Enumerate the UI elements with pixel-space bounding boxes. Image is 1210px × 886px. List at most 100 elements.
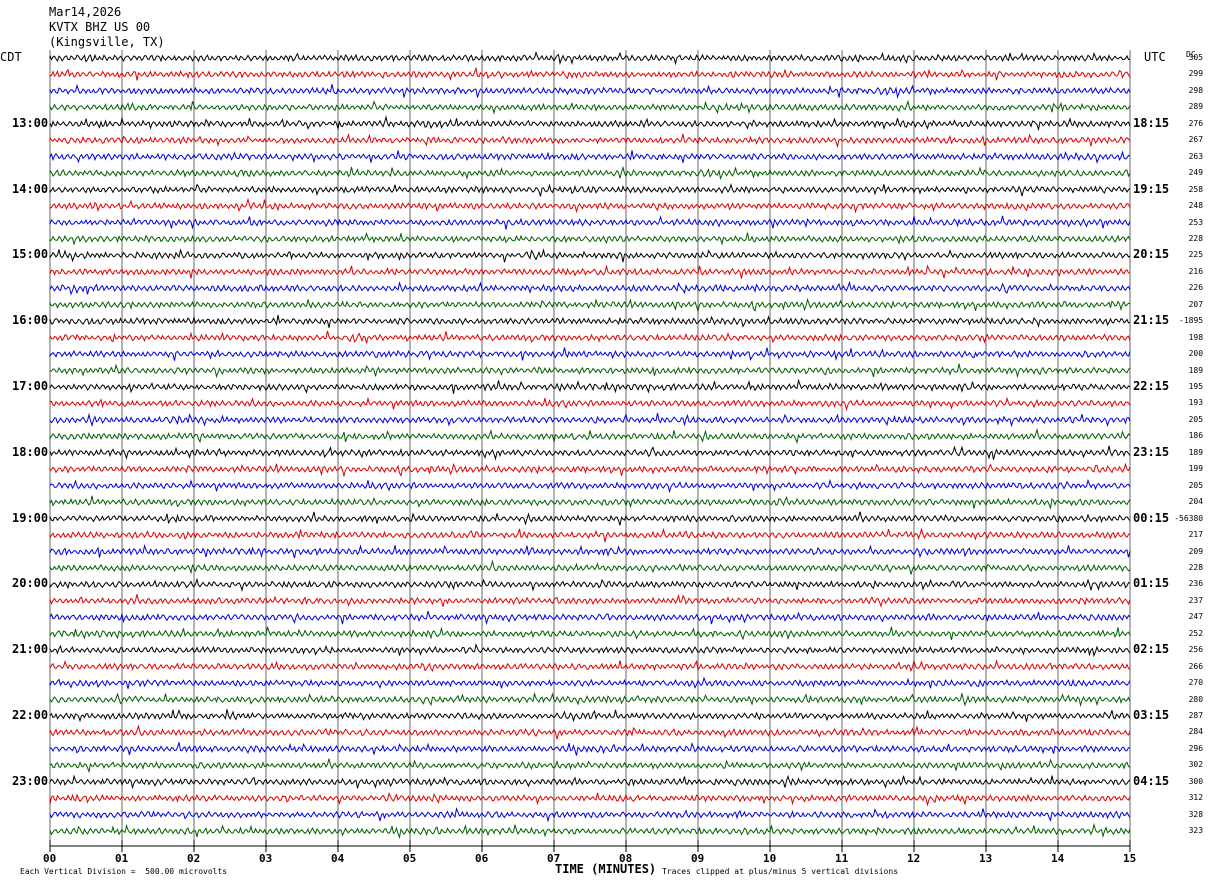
x-tick-label: 08 bbox=[619, 852, 633, 865]
trace-row bbox=[49, 297, 1131, 314]
trace-row bbox=[49, 248, 1131, 263]
trace-row bbox=[49, 495, 1131, 510]
cdt-hour-label: 22:00 bbox=[12, 708, 49, 722]
dc-offset-label: 226 bbox=[1188, 283, 1204, 293]
dc-offset-label: 296 bbox=[1188, 743, 1204, 753]
dc-offset-label: 270 bbox=[1188, 678, 1204, 688]
trace-row bbox=[49, 478, 1131, 494]
dc-offset-label: 228 bbox=[1188, 233, 1204, 243]
dc-offset-label: 252 bbox=[1188, 628, 1204, 638]
cdt-hour-label: 19:00 bbox=[12, 510, 49, 525]
trace-row bbox=[49, 215, 1131, 230]
dc-offset-label: 298 bbox=[1188, 85, 1204, 95]
trace-row bbox=[49, 314, 1131, 328]
x-tick-label: 06 bbox=[475, 852, 489, 865]
dc-offset-label: 207 bbox=[1188, 299, 1204, 309]
cdt-hour-label: 17:00 bbox=[12, 379, 49, 393]
trace-row bbox=[49, 182, 1131, 197]
trace-row bbox=[49, 610, 1131, 626]
trace-row bbox=[49, 593, 1131, 608]
cdt-hour-label: 13:00 bbox=[12, 115, 49, 130]
dc-offset-label: -56380 bbox=[1174, 513, 1204, 523]
dc-offset-label: 216 bbox=[1188, 266, 1204, 276]
x-tick-label: 10 bbox=[763, 852, 777, 865]
cdt-hour-label: 23:00 bbox=[12, 773, 49, 788]
trace-row bbox=[49, 741, 1131, 756]
dc-offset-label: 328 bbox=[1188, 809, 1204, 819]
trace-row bbox=[49, 626, 1131, 641]
dc-offset-label: 217 bbox=[1188, 530, 1204, 540]
dc-offset-label: 305 bbox=[1188, 53, 1204, 62]
dc-offset-label: 225 bbox=[1188, 250, 1204, 260]
trace-row bbox=[49, 115, 1131, 132]
plot-date: Mar14,2026 bbox=[49, 5, 122, 19]
trace-row bbox=[49, 51, 1131, 66]
dc-column-header: DC bbox=[1186, 50, 1196, 59]
station-location: (Kingsville, TX) bbox=[49, 35, 165, 49]
trace-row bbox=[49, 758, 1131, 774]
x-tick-label: 14 bbox=[1051, 852, 1065, 865]
dc-offset-label: 300 bbox=[1188, 776, 1204, 786]
dc-offset-label: 199 bbox=[1188, 464, 1204, 474]
dc-offset-label: 247 bbox=[1188, 612, 1204, 622]
utc-hour-label: 00:15 bbox=[1133, 510, 1170, 525]
x-tick-label: 02 bbox=[187, 852, 201, 865]
clip-note: Traces clipped at plus/minus 5 vertical … bbox=[662, 867, 899, 876]
x-tick-label: 03 bbox=[259, 852, 273, 865]
utc-hour-label: 18:15 bbox=[1133, 115, 1170, 130]
x-tick-label: 07 bbox=[547, 852, 561, 865]
cdt-hour-label: 14:00 bbox=[12, 181, 49, 196]
trace-row bbox=[49, 231, 1131, 246]
x-tick-label: 00 bbox=[43, 852, 57, 865]
utc-hour-label: 21:15 bbox=[1133, 313, 1170, 328]
x-axis-title: TIME (MINUTES) bbox=[555, 862, 657, 876]
x-tick-label: 09 bbox=[691, 852, 705, 865]
dc-offset-label: 287 bbox=[1188, 711, 1204, 720]
cdt-hour-label: 20:00 bbox=[12, 576, 49, 591]
trace-row bbox=[49, 527, 1131, 543]
trace-row bbox=[49, 412, 1131, 428]
dc-offset-label: -1895 bbox=[1179, 316, 1204, 326]
cdt-hour-label: 21:00 bbox=[12, 642, 49, 657]
trace-row bbox=[49, 822, 1131, 839]
dc-offset-label: 258 bbox=[1188, 184, 1204, 194]
trace-row bbox=[49, 396, 1131, 412]
dc-offset-label: 284 bbox=[1188, 727, 1204, 737]
dc-offset-label: 312 bbox=[1188, 793, 1204, 803]
left-timezone-label: CDT bbox=[0, 50, 22, 64]
trace-row bbox=[49, 676, 1131, 690]
x-tick-label: 05 bbox=[403, 852, 417, 865]
x-tick-label: 13 bbox=[979, 852, 993, 865]
dc-offset-label: 263 bbox=[1188, 151, 1204, 161]
dc-offset-label: 253 bbox=[1188, 217, 1204, 227]
scale-note: Each Vertical Division = 500.00 microvol… bbox=[20, 867, 228, 876]
utc-hour-label: 20:15 bbox=[1133, 247, 1170, 262]
trace-row bbox=[49, 445, 1131, 461]
x-tick-label: 01 bbox=[115, 852, 129, 865]
utc-hour-label: 22:15 bbox=[1133, 379, 1170, 393]
trace-row bbox=[49, 543, 1131, 559]
trace-row bbox=[49, 378, 1131, 394]
station-code: KVTX BHZ US 00 bbox=[49, 20, 151, 34]
dc-offset-label: 323 bbox=[1188, 826, 1204, 836]
trace-row bbox=[49, 774, 1131, 790]
dc-offset-label: 205 bbox=[1188, 480, 1204, 490]
trace-row bbox=[49, 724, 1131, 740]
trace-row bbox=[49, 330, 1131, 344]
trace-row bbox=[49, 691, 1131, 708]
dc-offset-label: 193 bbox=[1188, 398, 1204, 408]
trace-row bbox=[49, 427, 1131, 445]
dc-offset-label: 189 bbox=[1188, 365, 1204, 375]
dc-offset-label: 289 bbox=[1188, 102, 1204, 112]
dc-offset-label: 200 bbox=[1188, 349, 1204, 359]
x-tick-label: 11 bbox=[835, 852, 849, 865]
utc-hour-label: 23:15 bbox=[1133, 444, 1170, 459]
dc-offset-label: 267 bbox=[1188, 135, 1204, 145]
cdt-hour-label: 18:00 bbox=[12, 444, 49, 459]
dc-offset-label: 280 bbox=[1188, 694, 1204, 704]
trace-row bbox=[49, 264, 1131, 279]
cdt-hour-label: 15:00 bbox=[12, 247, 49, 262]
dc-offset-label: 205 bbox=[1188, 414, 1204, 424]
trace-row bbox=[49, 511, 1131, 526]
